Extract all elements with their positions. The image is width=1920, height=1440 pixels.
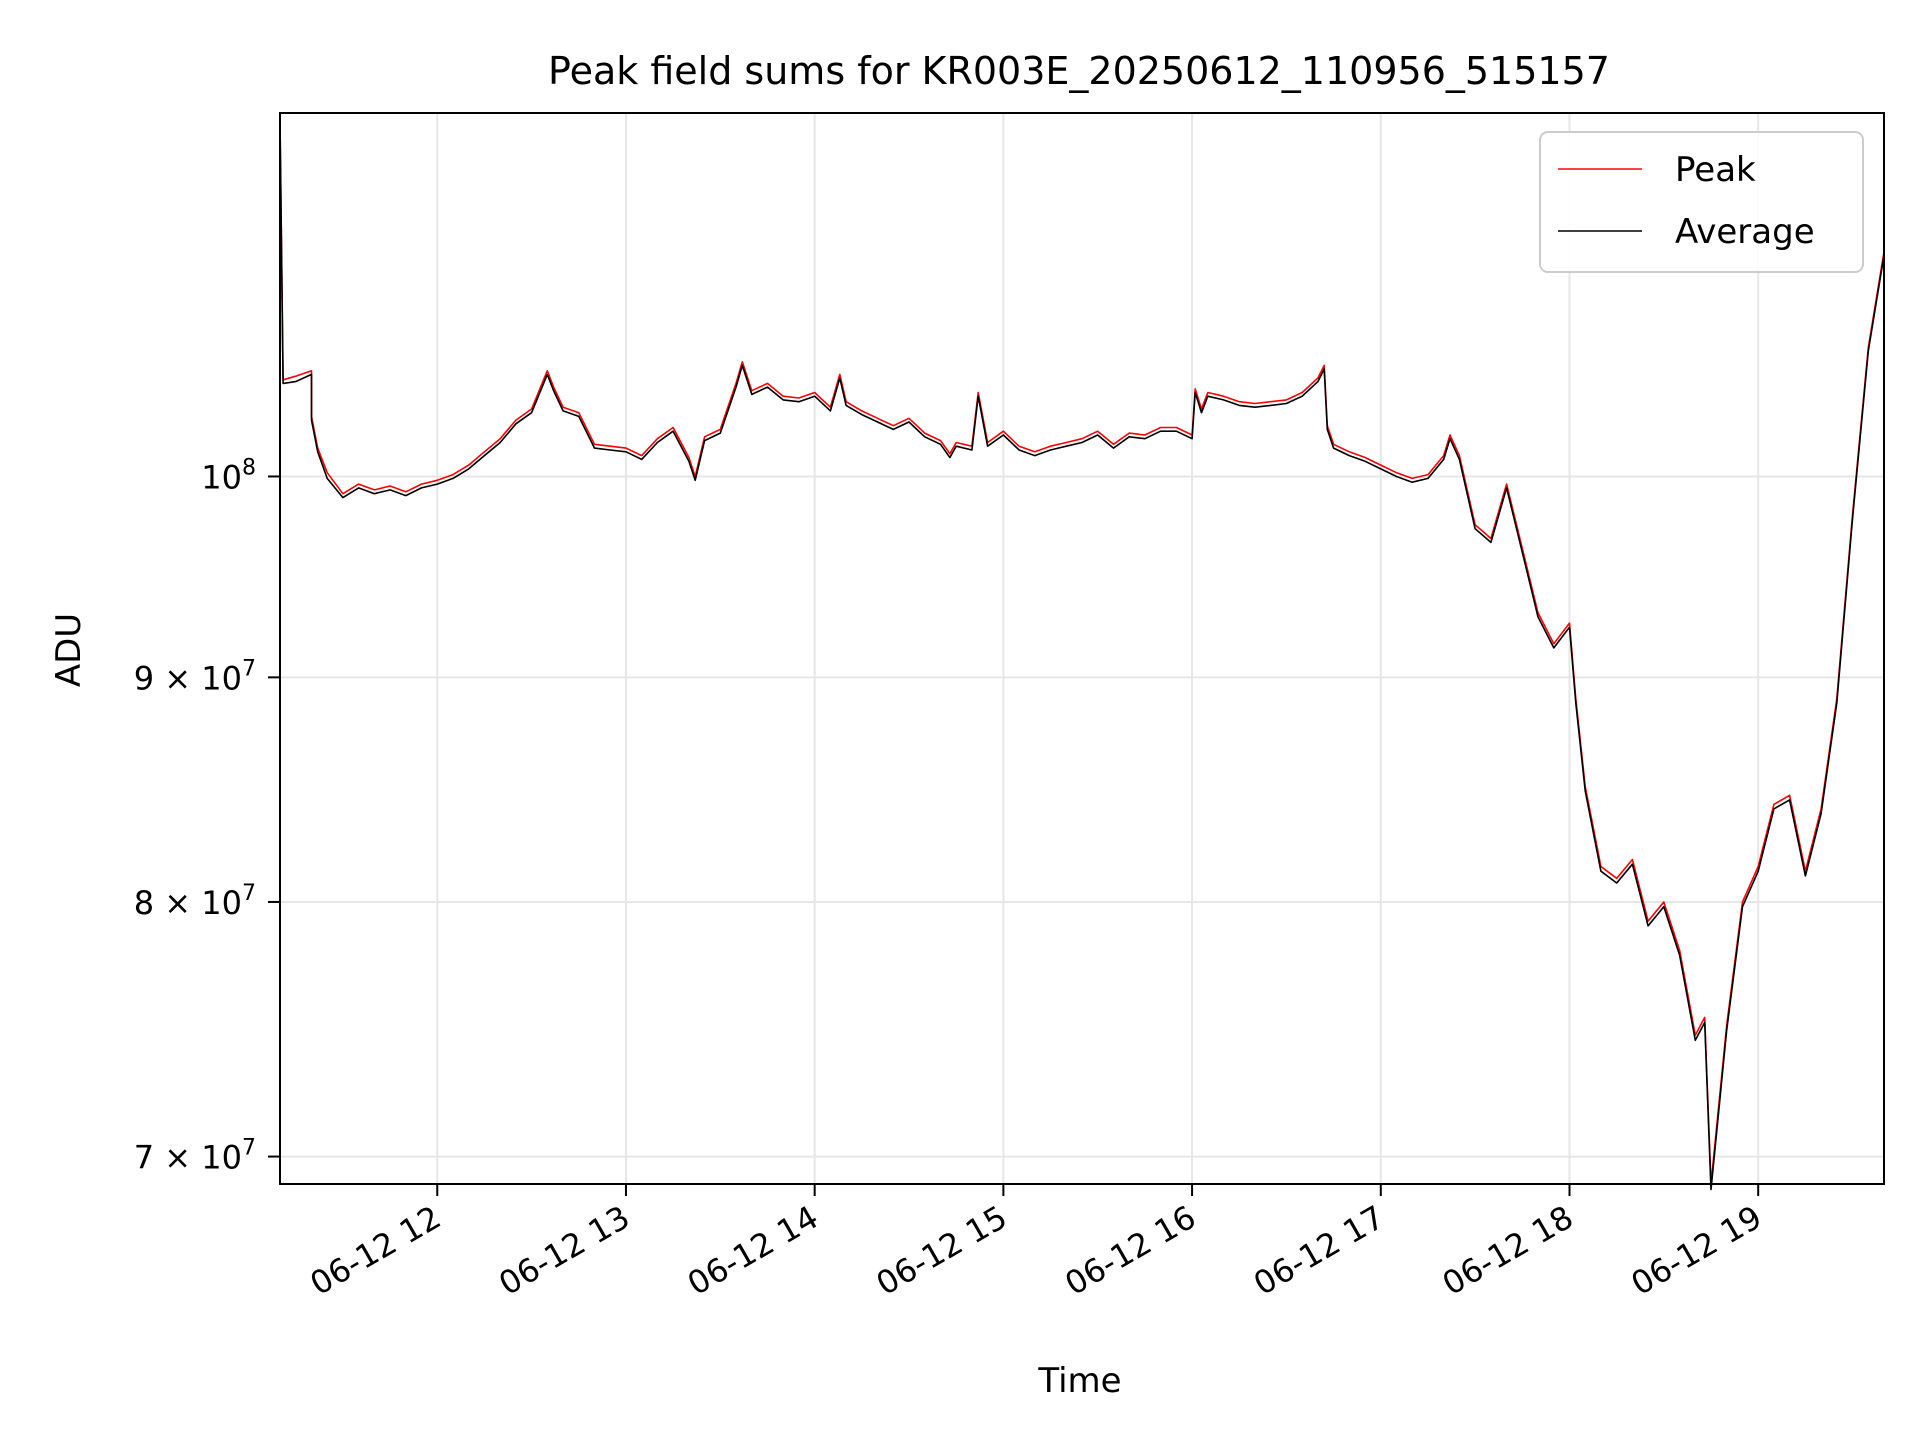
grid-lines	[280, 113, 1884, 1184]
legend-label-peak: Peak	[1675, 150, 1756, 190]
x-axis-label: Time	[1037, 1361, 1121, 1401]
y-axis-label: ADU	[49, 613, 89, 687]
series-lines	[279, 120, 1885, 1191]
series-line-peak	[279, 120, 1885, 1185]
series-line-average	[279, 120, 1885, 1191]
y-tick-label: 7 × 107	[134, 1136, 256, 1177]
plot-frame	[279, 112, 1885, 1185]
y-tick-label: 9 × 107	[134, 656, 256, 697]
legend: Peak Average	[1539, 131, 1864, 273]
legend-label-average: Average	[1675, 212, 1815, 252]
y-axis: 7 × 107 8 × 107 9 × 107 108	[134, 455, 280, 1177]
y-tick-label: 108	[201, 455, 256, 496]
chart-title: Peak field sums for KR003E_20250612_1109…	[548, 49, 1610, 93]
y-tick-label: 8 × 107	[134, 881, 256, 922]
legend-box	[1539, 131, 1864, 273]
